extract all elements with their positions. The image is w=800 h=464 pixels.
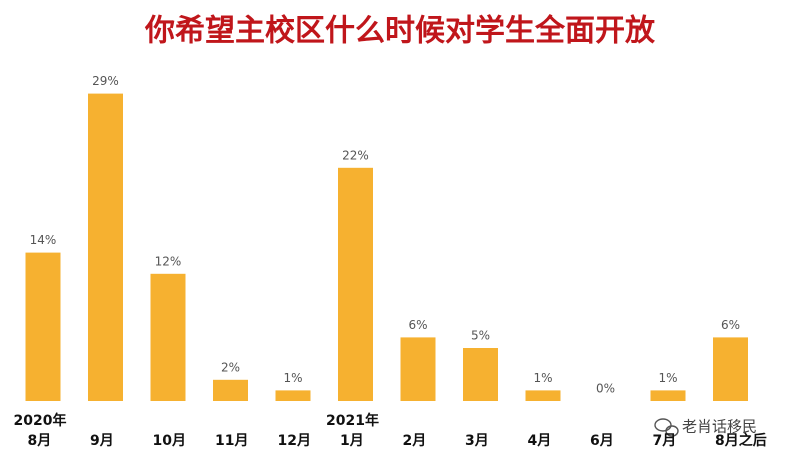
x-tick-label: 10月 <box>153 433 186 449</box>
bar <box>400 337 436 401</box>
bar <box>88 93 123 401</box>
value-label: 6% <box>408 318 427 332</box>
x-tick-label: 3月 <box>465 433 489 449</box>
value-label: 29% <box>92 74 119 88</box>
value-label: 0% <box>596 382 615 396</box>
x-tick-label: 7月 <box>653 433 677 449</box>
value-label: 6% <box>721 318 740 332</box>
bar <box>150 273 186 401</box>
chart-title: 你希望主校区什么时候对学生全面开放 <box>144 14 656 49</box>
bar <box>275 390 311 401</box>
x-tick-label: 9月 <box>90 433 114 449</box>
watermark: 老肖话移民 <box>682 418 757 436</box>
x-tick-label: 12月 <box>278 433 311 449</box>
value-label: 5% <box>471 329 490 343</box>
x-tick-label: 4月 <box>528 433 552 449</box>
value-label: 1% <box>658 371 677 385</box>
x-tick-label: 6月 <box>590 433 614 449</box>
bar <box>338 167 373 401</box>
bar <box>525 390 561 401</box>
bar <box>650 390 686 401</box>
x-tick-label: 2月 <box>403 433 427 449</box>
x-tick-label: 8月之后 <box>715 432 767 449</box>
year-annotation: 2020年 <box>14 412 67 429</box>
value-label: 1% <box>533 371 552 385</box>
value-label: 22% <box>342 148 369 162</box>
value-label: 12% <box>155 254 182 268</box>
bar <box>713 337 748 401</box>
value-label: 2% <box>221 360 240 374</box>
bar <box>463 348 498 401</box>
watermark-icon <box>654 418 679 437</box>
bar <box>213 379 248 401</box>
value-label: 1% <box>283 371 302 385</box>
year-annotation: 2021年 <box>326 412 379 429</box>
value-label: 14% <box>30 233 57 247</box>
x-tick-label: 11月 <box>215 433 248 449</box>
x-tick-label: 1月 <box>340 433 364 449</box>
x-tick-label: 8月 <box>28 433 52 449</box>
bar <box>25 252 61 401</box>
